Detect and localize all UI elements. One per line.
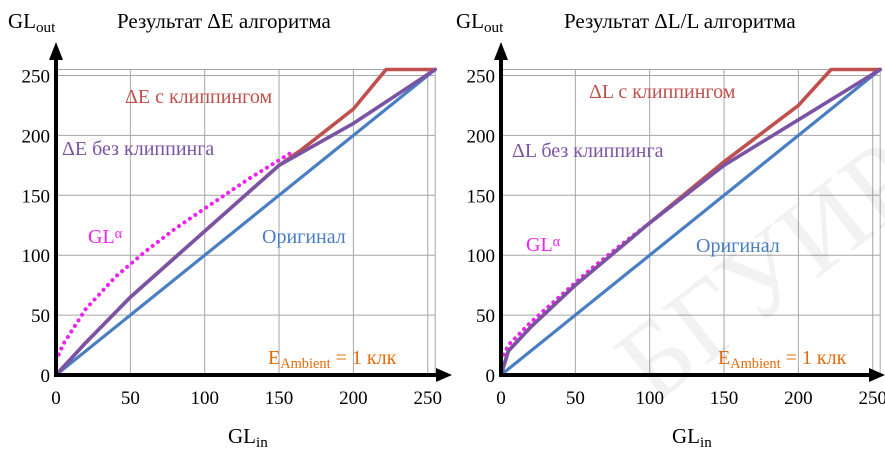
x-tick-label: 250 xyxy=(414,388,443,409)
y-tick-label: 200 xyxy=(22,126,51,147)
chart-title: Результат ΔE алгоритма xyxy=(117,9,332,33)
chart-1: 0 50 100 150 200 250 0 50 100 150 200 250 GLout Резул… xyxy=(8,9,452,450)
x-axis-arrow xyxy=(869,368,885,382)
x-tick-label: 200 xyxy=(784,388,813,409)
x-tick-label: 200 xyxy=(339,388,368,409)
series-line xyxy=(499,67,882,377)
series-line xyxy=(54,67,437,377)
x-axis-arrow xyxy=(436,368,452,382)
x-tick-label: 250 xyxy=(859,388,885,409)
chart-title: Результат ΔL/L алгоритма xyxy=(564,9,796,33)
y-tick-label: 50 xyxy=(476,306,495,327)
y-tick-label: 200 xyxy=(467,126,496,147)
annotation-original: Оригинал xyxy=(696,235,780,257)
series-line xyxy=(499,67,883,377)
y-tick-label: 250 xyxy=(22,67,51,88)
x-tick-label: 0 xyxy=(51,388,61,409)
y-tick-label: 150 xyxy=(22,186,51,207)
annotation-no-clipping: ΔE без клиппинга xyxy=(62,138,214,160)
x-tick-label: 100 xyxy=(190,388,219,409)
annotation-gl-alpha: GLα xyxy=(526,234,561,256)
x-axis-label: GLin xyxy=(228,424,268,450)
y-tick-label: 100 xyxy=(467,246,496,267)
x-axis-label: GLin xyxy=(672,424,712,450)
x-tick-label: 100 xyxy=(635,388,664,409)
x-tick-label: 150 xyxy=(710,388,739,409)
annotation-gl-alpha: GLα xyxy=(88,226,123,248)
annotation-clipping: ΔE с клиппингом xyxy=(125,86,272,108)
y-axis-arrow xyxy=(494,42,508,60)
x-tick-label: 150 xyxy=(265,388,294,409)
watermark: БГУИР xyxy=(594,116,885,425)
chart-2: 0 50 100 150 200 250 0 50 100 150 200 250 GLout Резул… xyxy=(456,9,885,450)
series-line xyxy=(54,67,438,377)
x-tick-label: 50 xyxy=(566,388,585,409)
annotation-ambient: EAmbient = 1 клк xyxy=(268,347,397,372)
annotation-ambient: EAmbient = 1 клк xyxy=(718,347,847,372)
annotation-clipping: ΔL с клиппингом xyxy=(589,81,736,103)
y-tick-label: 150 xyxy=(467,186,496,207)
annotation-original: Оригинал xyxy=(262,226,346,248)
y-tick-label: 100 xyxy=(22,246,51,267)
annotation-no-clipping: ΔL без клиппинга xyxy=(512,140,664,162)
y-axis-arrow xyxy=(49,42,63,60)
series-line xyxy=(54,149,296,363)
y-tick-label: 250 xyxy=(467,67,496,88)
y-axis-label: GLout xyxy=(456,9,504,36)
y-tick-label: 50 xyxy=(31,306,50,327)
y-tick-label: 0 xyxy=(486,366,496,387)
x-tick-label: 50 xyxy=(121,388,140,409)
y-tick-label: 0 xyxy=(41,366,51,387)
x-tick-label: 0 xyxy=(496,388,506,409)
y-axis-label: GLout xyxy=(8,9,56,36)
